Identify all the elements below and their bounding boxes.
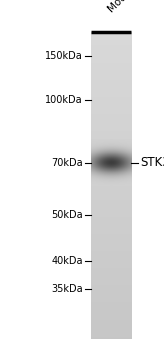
Text: 100kDa: 100kDa [45, 95, 83, 105]
Text: 70kDa: 70kDa [51, 158, 83, 168]
Text: 40kDa: 40kDa [51, 256, 83, 266]
Text: STK39: STK39 [140, 156, 164, 169]
Text: 50kDa: 50kDa [51, 210, 83, 220]
Text: 150kDa: 150kDa [45, 51, 83, 61]
Text: Mouse testis: Mouse testis [106, 0, 160, 14]
Text: 35kDa: 35kDa [51, 284, 83, 294]
